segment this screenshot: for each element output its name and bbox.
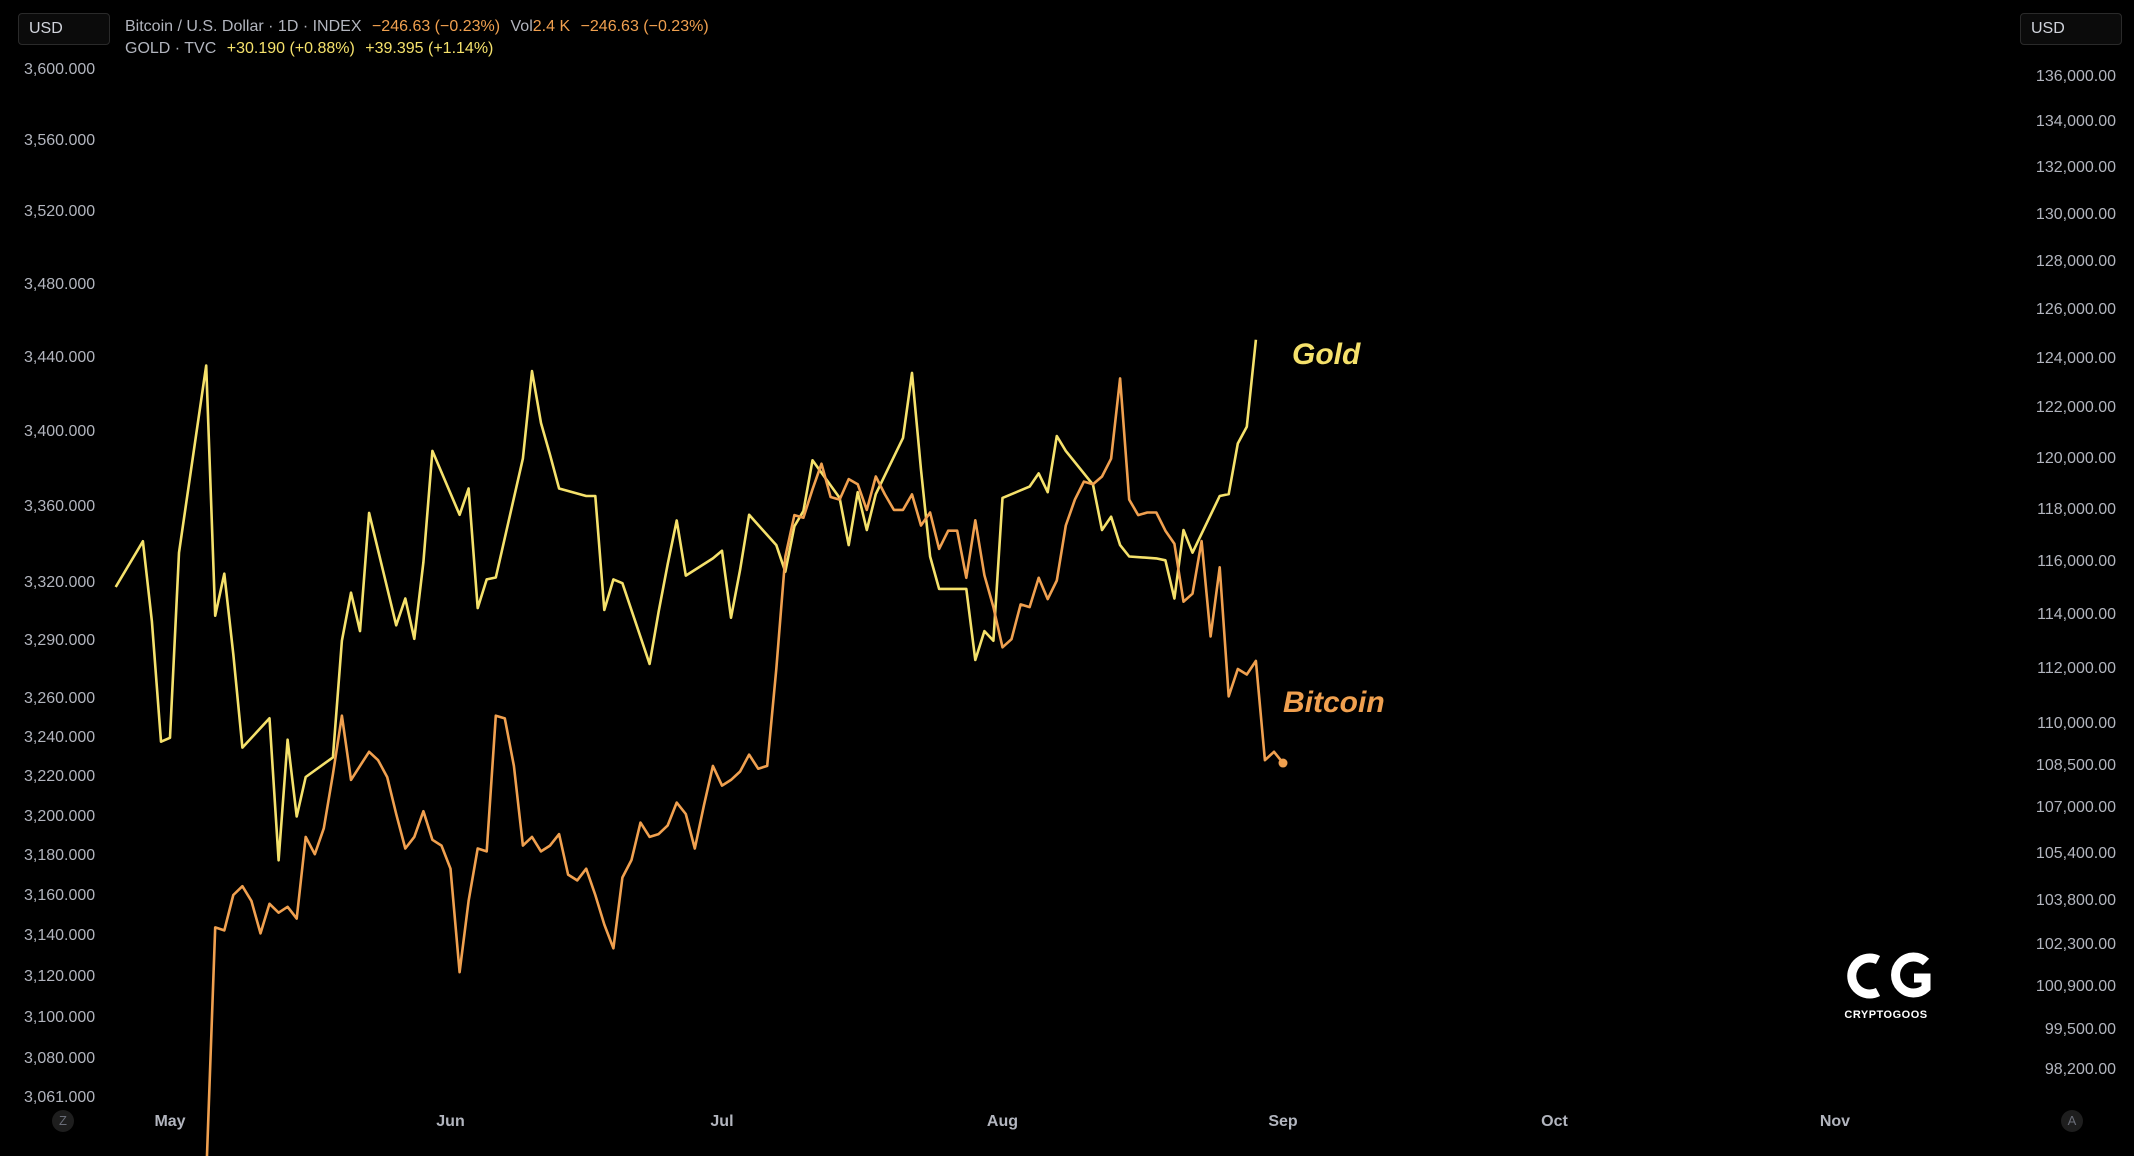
gold-change-1: +30.190 (+0.88%) xyxy=(226,40,355,57)
left-axis-tick: 3,100.000 xyxy=(24,1008,96,1026)
bitcoin-annotation: Bitcoin xyxy=(1283,686,1385,719)
left-axis-tick: 3,290.000 xyxy=(24,631,96,649)
bitcoin-legend[interactable]: Bitcoin / U.S. Dollar · 1D · INDEX −246.… xyxy=(125,18,715,36)
left-axis-tick: 3,320.000 xyxy=(24,574,96,592)
time-axis-tick: May xyxy=(154,1113,186,1130)
right-axis-tick: 112,000.00 xyxy=(2037,660,2116,678)
right-axis-tick: 130,000.00 xyxy=(2035,205,2116,223)
cg-logo-icon xyxy=(1847,952,1931,999)
left-axis-tick: 3,080.000 xyxy=(24,1049,96,1067)
logo-brand-text: CRYPTOGOOS xyxy=(1844,1009,1928,1021)
volume-change: −246.63 (−0.23%) xyxy=(580,18,709,35)
right-currency-button[interactable]: USD xyxy=(2020,13,2122,45)
right-axis-tick: 99,500.00 xyxy=(2044,1020,2116,1038)
left-axis-tick: 3,360.000 xyxy=(24,498,96,516)
right-axis-tick: 124,000.00 xyxy=(2035,349,2116,367)
gold-symbol: GOLD · TVC xyxy=(125,40,217,57)
right-axis-tick: 120,000.00 xyxy=(2035,449,2116,467)
gold-legend[interactable]: GOLD · TVC +30.190 (+0.88%) +39.395 (+1.… xyxy=(125,40,499,58)
cryptogoos-logo: CRYPTOGOOS xyxy=(1838,948,1934,1021)
volume-label: Vol xyxy=(510,18,533,35)
left-axis-tick: 3,260.000 xyxy=(24,689,96,707)
bitcoin-symbol: Bitcoin / U.S. Dollar · 1D · INDEX xyxy=(125,18,362,35)
right-axis-tick: 128,000.00 xyxy=(2035,252,2116,270)
gold-change-2: +39.395 (+1.14%) xyxy=(365,40,494,57)
left-axis-tick: 3,160.000 xyxy=(24,887,96,905)
right-axis-tick: 116,000.00 xyxy=(2037,553,2116,571)
right-axis-tick: 114,000.00 xyxy=(2037,606,2116,624)
right-axis-tick: 134,000.00 xyxy=(2035,113,2116,131)
left-axis-tick: 3,120.000 xyxy=(24,967,96,985)
log-scale-toggle[interactable]: Z xyxy=(52,1110,74,1132)
time-axis-tick: Jun xyxy=(436,1113,465,1130)
volume-value: 2.4 K xyxy=(532,18,571,35)
bitcoin-last-point[interactable] xyxy=(1278,758,1288,768)
right-axis-tick: 122,000.00 xyxy=(2035,399,2116,417)
right-axis-tick: 132,000.00 xyxy=(2035,159,2116,177)
gold-series-line[interactable] xyxy=(114,339,1258,862)
right-axis-tick: 102,300.00 xyxy=(2035,936,2116,954)
left-axis-tick: 3,400.000 xyxy=(24,423,96,441)
time-axis-tick: Nov xyxy=(1819,1113,1851,1130)
time-axis-tick: Oct xyxy=(1541,1113,1568,1130)
right-axis-tick: 107,000.00 xyxy=(2035,799,2116,817)
left-axis-tick: 3,240.000 xyxy=(24,728,96,746)
left-axis-tick: 3,220.000 xyxy=(24,768,96,786)
time-axis-tick: Aug xyxy=(986,1113,1019,1130)
left-axis-tick: 3,520.000 xyxy=(24,203,96,221)
right-axis-tick: 105,400.00 xyxy=(2035,845,2116,863)
left-axis-tick: 3,061.000 xyxy=(24,1089,96,1106)
right-axis-tick: 110,000.00 xyxy=(2037,714,2116,732)
right-axis-tick: 136,000.00 xyxy=(2035,68,2116,85)
time-axis-tick: Sep xyxy=(1268,1113,1298,1130)
left-axis-tick: 3,560.000 xyxy=(24,131,96,149)
gold-annotation: Gold xyxy=(1292,338,1361,371)
right-axis-tick: 100,900.00 xyxy=(2035,978,2116,996)
right-axis-tick: 118,000.00 xyxy=(2037,500,2116,518)
left-axis-tick: 3,140.000 xyxy=(24,927,96,945)
left-axis-tick: 3,480.000 xyxy=(24,275,96,293)
bitcoin-series-line[interactable] xyxy=(205,377,1285,1156)
bitcoin-change: −246.63 (−0.23%) xyxy=(371,18,501,35)
left-axis-tick: 3,200.000 xyxy=(24,807,96,825)
left-axis-tick: 3,440.000 xyxy=(24,349,96,367)
left-axis-tick: 3,600.000 xyxy=(24,61,96,78)
right-axis-tick: 98,200.00 xyxy=(2044,1061,2116,1078)
right-axis-tick: 108,500.00 xyxy=(2035,756,2116,774)
left-currency-button[interactable]: USD xyxy=(18,13,110,45)
right-axis-tick: 103,800.00 xyxy=(2035,891,2116,909)
auto-scale-toggle[interactable]: A xyxy=(2061,1110,2083,1132)
time-axis-tick: Jul xyxy=(710,1113,734,1130)
left-axis-tick: 3,180.000 xyxy=(24,847,96,865)
right-axis-tick: 126,000.00 xyxy=(2035,300,2116,318)
